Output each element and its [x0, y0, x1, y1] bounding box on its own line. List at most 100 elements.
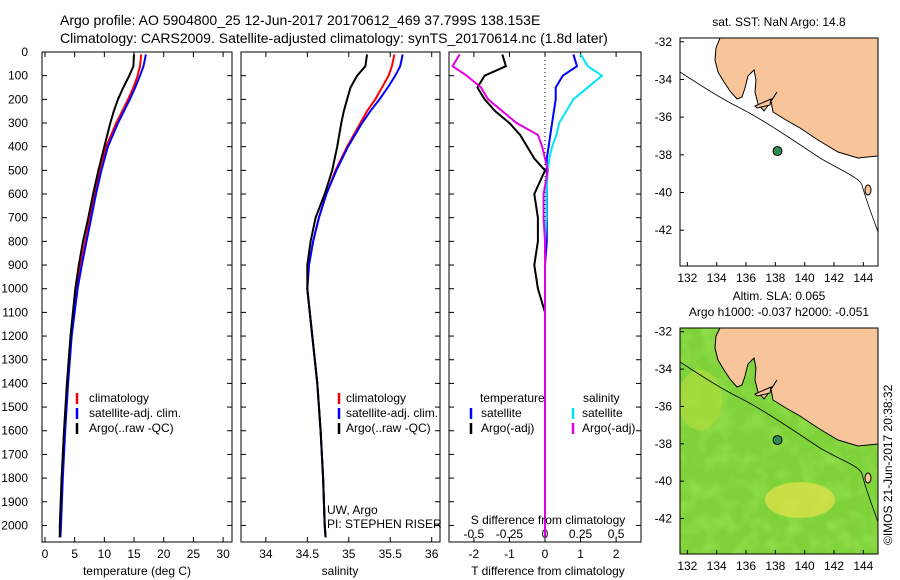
x-tick-label: 10 — [98, 547, 112, 561]
map-x-tick-label: 142 — [824, 559, 844, 573]
x-tick-label: 15 — [127, 547, 141, 561]
depth-tick-label: 600 — [8, 187, 28, 201]
map-x-tick-label: 144 — [853, 559, 873, 573]
x-tick-label: 30 — [216, 547, 230, 561]
legend-temp-satellite: satellite — [481, 406, 522, 420]
difference-legend: temperature salinity satellite Argo(-adj… — [469, 391, 635, 435]
map-y-tick-label: -40 — [655, 186, 673, 200]
legend-satellite: satellite-adj. clim. — [346, 406, 438, 420]
top-tick-label: 0.25 — [569, 527, 593, 541]
map-x-tick-label: 136 — [736, 271, 756, 285]
salinity-series — [306, 54, 404, 538]
australia-land — [714, 328, 878, 447]
sst-map — [680, 38, 878, 266]
x-tick-label: 36 — [425, 547, 439, 561]
depth-tick-label: 1900 — [1, 495, 28, 509]
depth-tick-label: 400 — [8, 140, 28, 154]
x-tick-label: 20 — [157, 547, 171, 561]
series-line-satellite-adj-clim- — [59, 54, 147, 538]
x-tick-label: -1 — [504, 547, 515, 561]
legend-climatology: climatology — [346, 391, 406, 405]
legend-argo: Argo(..raw -QC) — [346, 421, 431, 435]
temperature-x-axis: 0 5 10 15 20 25 30 — [42, 52, 230, 561]
depth-tick-label: 100 — [8, 69, 28, 83]
sst-map-frame — [679, 37, 879, 267]
shelf-break-contour — [680, 71, 878, 233]
legend-temp-argo: Argo(-adj) — [481, 421, 534, 435]
x-tick-label: 35 — [342, 547, 356, 561]
map-x-tick-label: 144 — [853, 271, 873, 285]
depth-tick-label: 300 — [8, 116, 28, 130]
depth-tick-label: 1800 — [1, 471, 28, 485]
depth-tick-label: 0 — [21, 45, 28, 59]
king-island — [864, 472, 872, 484]
depth-tick-label: 1700 — [1, 447, 28, 461]
map-y-tick-label: -32 — [655, 35, 673, 49]
map-y-tick-label: -38 — [655, 437, 673, 451]
x-tick-label: 25 — [187, 547, 201, 561]
sla-map-title-2: Argo h1000: -0.037 h2000: -0.051 — [689, 305, 869, 319]
legend-satellite: satellite-adj. clim. — [89, 406, 181, 420]
sla-anomaly-patch — [680, 370, 722, 430]
depth-tick-label: 1600 — [1, 424, 28, 438]
depth-tick-label: 200 — [8, 92, 28, 106]
legend-climatology: climatology — [89, 391, 149, 405]
argo-location-marker — [772, 146, 783, 157]
depth-tick-label: 2000 — [1, 518, 28, 532]
x-tick-label: 5 — [71, 547, 78, 561]
sla-map-axes: 132 134 136 138 140 142 144 -32 -34 -36 -38 -40 -42 — [655, 325, 874, 573]
depth-tick-label: 700 — [8, 211, 28, 225]
x-tick-label: -2 — [469, 547, 480, 561]
top-tick-label: -0.5 — [464, 527, 485, 541]
difference-xlabel: T difference from climatology — [471, 564, 625, 578]
map-x-tick-label: 132 — [677, 559, 697, 573]
salinity-x-axis: 34 34.5 35 35.5 36 — [259, 52, 439, 561]
x-tick-label: 0 — [542, 547, 549, 561]
depth-tick-label: 800 — [8, 234, 28, 248]
map-y-tick-label: -42 — [655, 512, 673, 526]
salinity-panel-frame — [240, 51, 441, 543]
annotation-uw-argo: UW, Argo — [327, 503, 378, 517]
title-line-2: Climatology: CARS2009. Satellite-adjuste… — [60, 30, 608, 46]
sst-map-axes: 132 134 136 138 140 142 144 -32 -34 -36 -38 -40 -42 — [655, 35, 874, 285]
map-x-tick-label: 138 — [765, 559, 785, 573]
x-tick-label: 1 — [577, 547, 584, 561]
temperature-panel-frame — [41, 51, 233, 543]
depth-tick-label: 500 — [8, 163, 28, 177]
legend-temperature-header: temperature — [480, 391, 545, 405]
map-y-tick-label: -32 — [655, 325, 673, 339]
annotation-pi: PI: STEPHEN RISER — [327, 517, 442, 531]
x-tick-label: 35.5 — [379, 547, 403, 561]
sst-map-title: sat. SST: NaN Argo: 14.8 — [712, 15, 846, 29]
map-x-tick-label: 140 — [795, 271, 815, 285]
x-tick-label: 2 — [613, 547, 620, 561]
series-line-temperature-argo-adj- — [476, 54, 547, 538]
sla-map — [680, 328, 878, 554]
map-x-tick-label: 134 — [707, 271, 727, 285]
australia-land — [714, 38, 878, 159]
kangaroo-island — [754, 386, 772, 397]
map-y-tick-label: -36 — [655, 110, 673, 124]
depth-tick-label: 1000 — [1, 282, 28, 296]
depth-tick-label: 900 — [8, 258, 28, 272]
map-x-tick-label: 140 — [795, 559, 815, 573]
map-y-tick-label: -34 — [655, 72, 673, 86]
salinity-legend: climatology satellite-adj. clim. Argo(..… — [327, 391, 442, 531]
difference-top-label: S difference from climatology — [471, 513, 626, 527]
map-y-tick-label: -36 — [655, 399, 673, 413]
map-y-tick-label: -38 — [655, 148, 673, 162]
sla-map-title-1: Altim. SLA: 0.065 — [733, 289, 826, 303]
argo-location-marker — [772, 435, 783, 446]
depth-axis: 0 100 200 300 400 500 600 700 800 900 1000 1100 1200… — [1, 45, 641, 532]
legend-argo: Argo(..raw -QC) — [89, 421, 174, 435]
map-x-tick-label: 132 — [677, 271, 697, 285]
temperature-legend: climatology satellite-adj. clim. Argo(..… — [75, 391, 181, 435]
x-tick-label: 34 — [259, 547, 273, 561]
legend-sal-satellite: satellite — [582, 406, 623, 420]
sla-anomaly-patch — [765, 482, 835, 518]
imos-credit: ©IMOS 21-Jun-2017 20:38:32 — [881, 384, 895, 545]
series-line-argo-raw-qc- — [58, 54, 135, 538]
temperature-series — [58, 54, 147, 538]
difference-series — [451, 52, 604, 542]
